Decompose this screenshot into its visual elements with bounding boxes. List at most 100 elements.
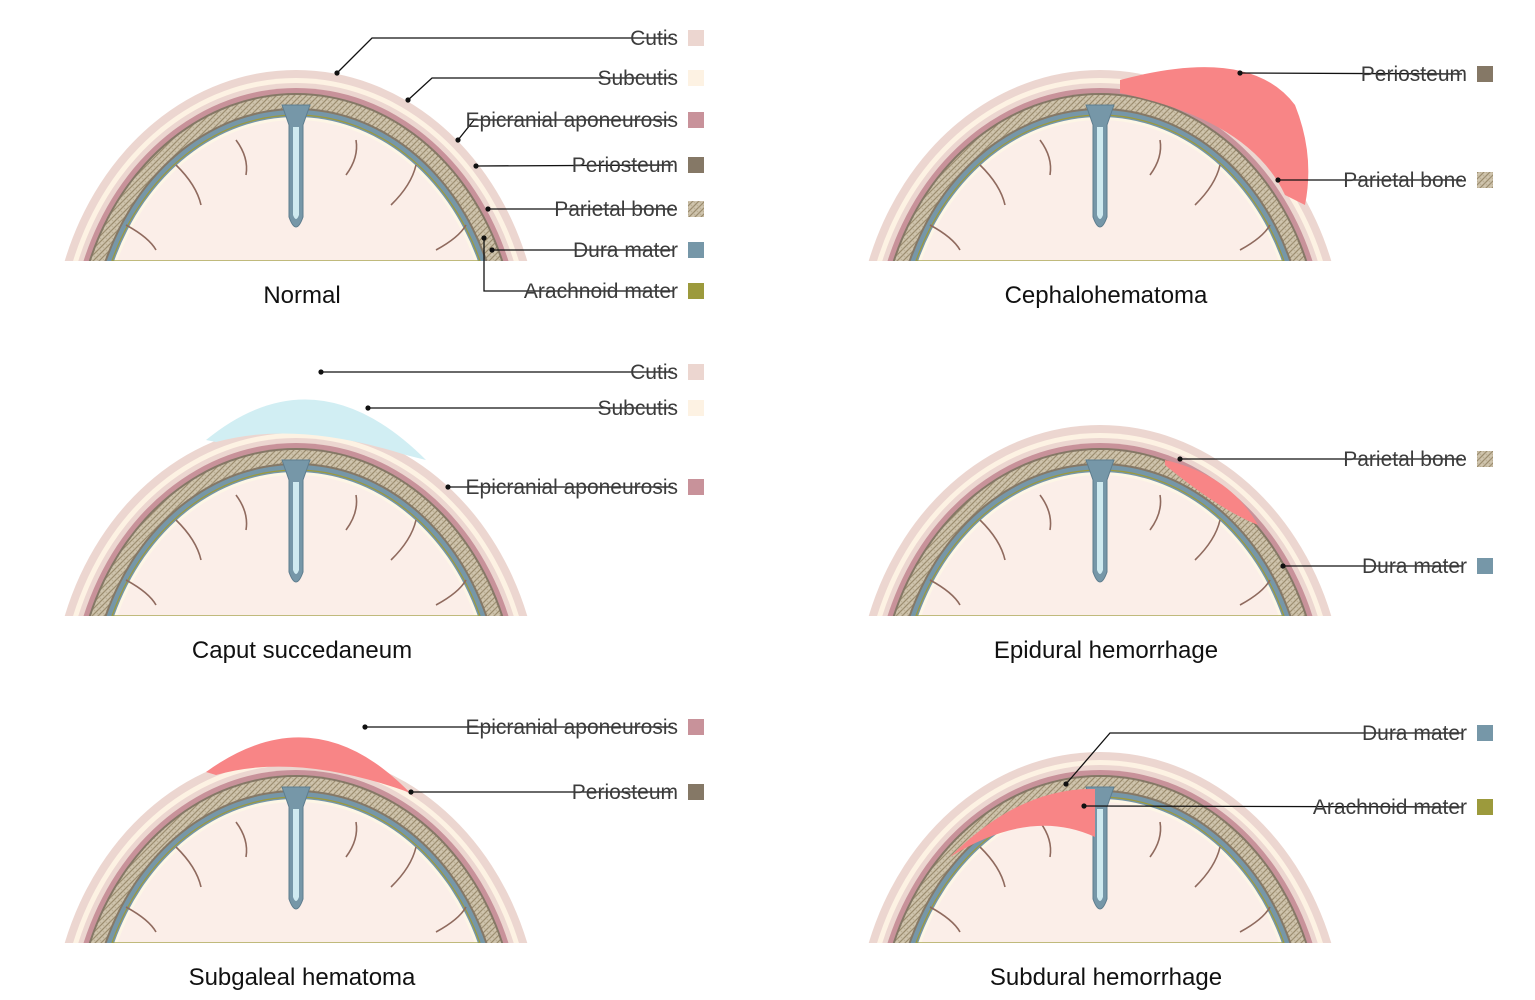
leader-dot	[485, 206, 491, 212]
legend-swatch-epicranial-aponeurosis	[688, 112, 704, 128]
sulcus-line	[435, 579, 467, 606]
sulcus-line	[345, 821, 358, 858]
sulcus-line	[235, 821, 248, 858]
layer-label: Subcutis	[597, 67, 678, 90]
leader-dot	[481, 235, 487, 241]
sulcus-line	[1149, 494, 1162, 531]
head-section-normal	[64, 70, 528, 310]
sulcus-line	[1039, 494, 1052, 531]
legend-swatch-dura-mater	[1477, 558, 1493, 574]
sulcus-line	[345, 139, 358, 176]
sulcus-line	[1265, 295, 1300, 310]
sulcus-line	[435, 224, 467, 251]
sulcus-line	[1239, 906, 1271, 933]
sulcus-line	[1194, 846, 1221, 888]
sulcus-line	[235, 139, 248, 176]
layer-label: Epicranial aponeurosis	[466, 109, 678, 132]
sulcus-line	[1239, 579, 1271, 606]
sulcus-line	[461, 295, 496, 310]
panel-title: Subgaleal hematoma	[189, 964, 416, 991]
head-section-epidural	[868, 424, 1332, 665]
leader-dot	[455, 137, 461, 143]
sulcus-line	[96, 295, 131, 310]
legend-swatch-epicranial-aponeurosis	[688, 479, 704, 495]
leader-line	[475, 164, 674, 167]
layer-label: Dura mater	[1362, 722, 1467, 745]
legend-swatch-cutis	[688, 364, 704, 380]
leader-dot	[1177, 456, 1183, 462]
sulcus-line	[979, 846, 1006, 888]
sulcus-line	[125, 224, 157, 251]
leader-line	[483, 238, 673, 292]
leader-dot	[1275, 177, 1281, 183]
cephalohematoma-blood	[1120, 67, 1309, 206]
sulcus-line	[979, 164, 1006, 206]
leader-line	[1083, 805, 1463, 808]
sulcus-line	[900, 295, 935, 310]
head-section-cephalohematoma	[868, 67, 1332, 310]
layer-label: Arachnoid mater	[1313, 796, 1467, 819]
panel-title: Subdural hemorrhage	[990, 964, 1222, 991]
legend-swatch-dura-mater	[1477, 725, 1493, 741]
layer-label: Periosteum	[572, 781, 678, 804]
sulcus-line	[979, 519, 1006, 561]
sulcus-line	[900, 650, 935, 665]
layer-label: Parietal bone	[1343, 448, 1467, 471]
leader-line	[336, 37, 673, 74]
head-section-caput	[64, 399, 528, 665]
legend-swatch-parietal-bone	[1477, 451, 1493, 467]
sulcus-line	[125, 906, 157, 933]
leader-line	[1239, 72, 1463, 75]
sulcus-line	[1039, 139, 1052, 176]
panel-title: Cephalohematoma	[1005, 282, 1208, 309]
sulcus-line	[390, 846, 417, 888]
leader-dot	[445, 484, 451, 490]
layer-label: Parietal bone	[1343, 169, 1467, 192]
leader-dot	[1280, 563, 1286, 569]
legend-swatch-periosteum	[688, 157, 704, 173]
legend-swatch-arachnoid-mater	[1477, 799, 1493, 815]
sulcus-line	[1149, 139, 1162, 176]
sulcus-line	[1149, 821, 1162, 858]
legend-swatch-periosteum	[688, 784, 704, 800]
leader-dot	[489, 247, 495, 253]
sulcus-line	[461, 977, 496, 992]
leader-line	[407, 77, 673, 101]
sulcus-line	[1239, 224, 1271, 251]
layer-label: Subcutis	[597, 397, 678, 420]
sulcus-line	[1194, 519, 1221, 561]
sulcus-line	[175, 846, 202, 888]
leader-line	[1065, 732, 1462, 785]
leader-dot	[1081, 803, 1087, 809]
sulcus-line	[461, 650, 496, 665]
legend-swatch-arachnoid-mater	[688, 283, 704, 299]
sulcus-line	[1194, 164, 1221, 206]
leader-dot	[1063, 781, 1069, 787]
leader-dot	[362, 724, 368, 730]
fissure	[293, 482, 299, 574]
layer-label: Dura mater	[573, 239, 678, 262]
sulcus-line	[96, 977, 131, 992]
sulcus-line	[345, 494, 358, 531]
layer-label: Arachnoid mater	[524, 280, 678, 303]
legend-swatch-subcutis	[688, 70, 704, 86]
head-section-subdural	[868, 751, 1332, 992]
legend-swatch-parietal-bone	[688, 201, 704, 217]
layer-label: Cutis	[630, 27, 678, 50]
panel-title: Caput succedaneum	[192, 637, 412, 664]
layer-label: Epicranial aponeurosis	[466, 716, 678, 739]
subdural-blood	[950, 788, 1095, 857]
sulcus-line	[1265, 650, 1300, 665]
fissure	[1097, 127, 1103, 219]
caput-fluid	[206, 399, 426, 460]
sulcus-line	[929, 906, 961, 933]
legend-swatch-dura-mater	[688, 242, 704, 258]
sulcus-line	[175, 519, 202, 561]
fissure	[1097, 809, 1103, 901]
legend-swatch-subcutis	[688, 400, 704, 416]
layer-label: Periosteum	[572, 154, 678, 177]
sulcus-line	[900, 977, 935, 992]
layer-label: Cutis	[630, 361, 678, 384]
leader-dot	[334, 70, 340, 76]
